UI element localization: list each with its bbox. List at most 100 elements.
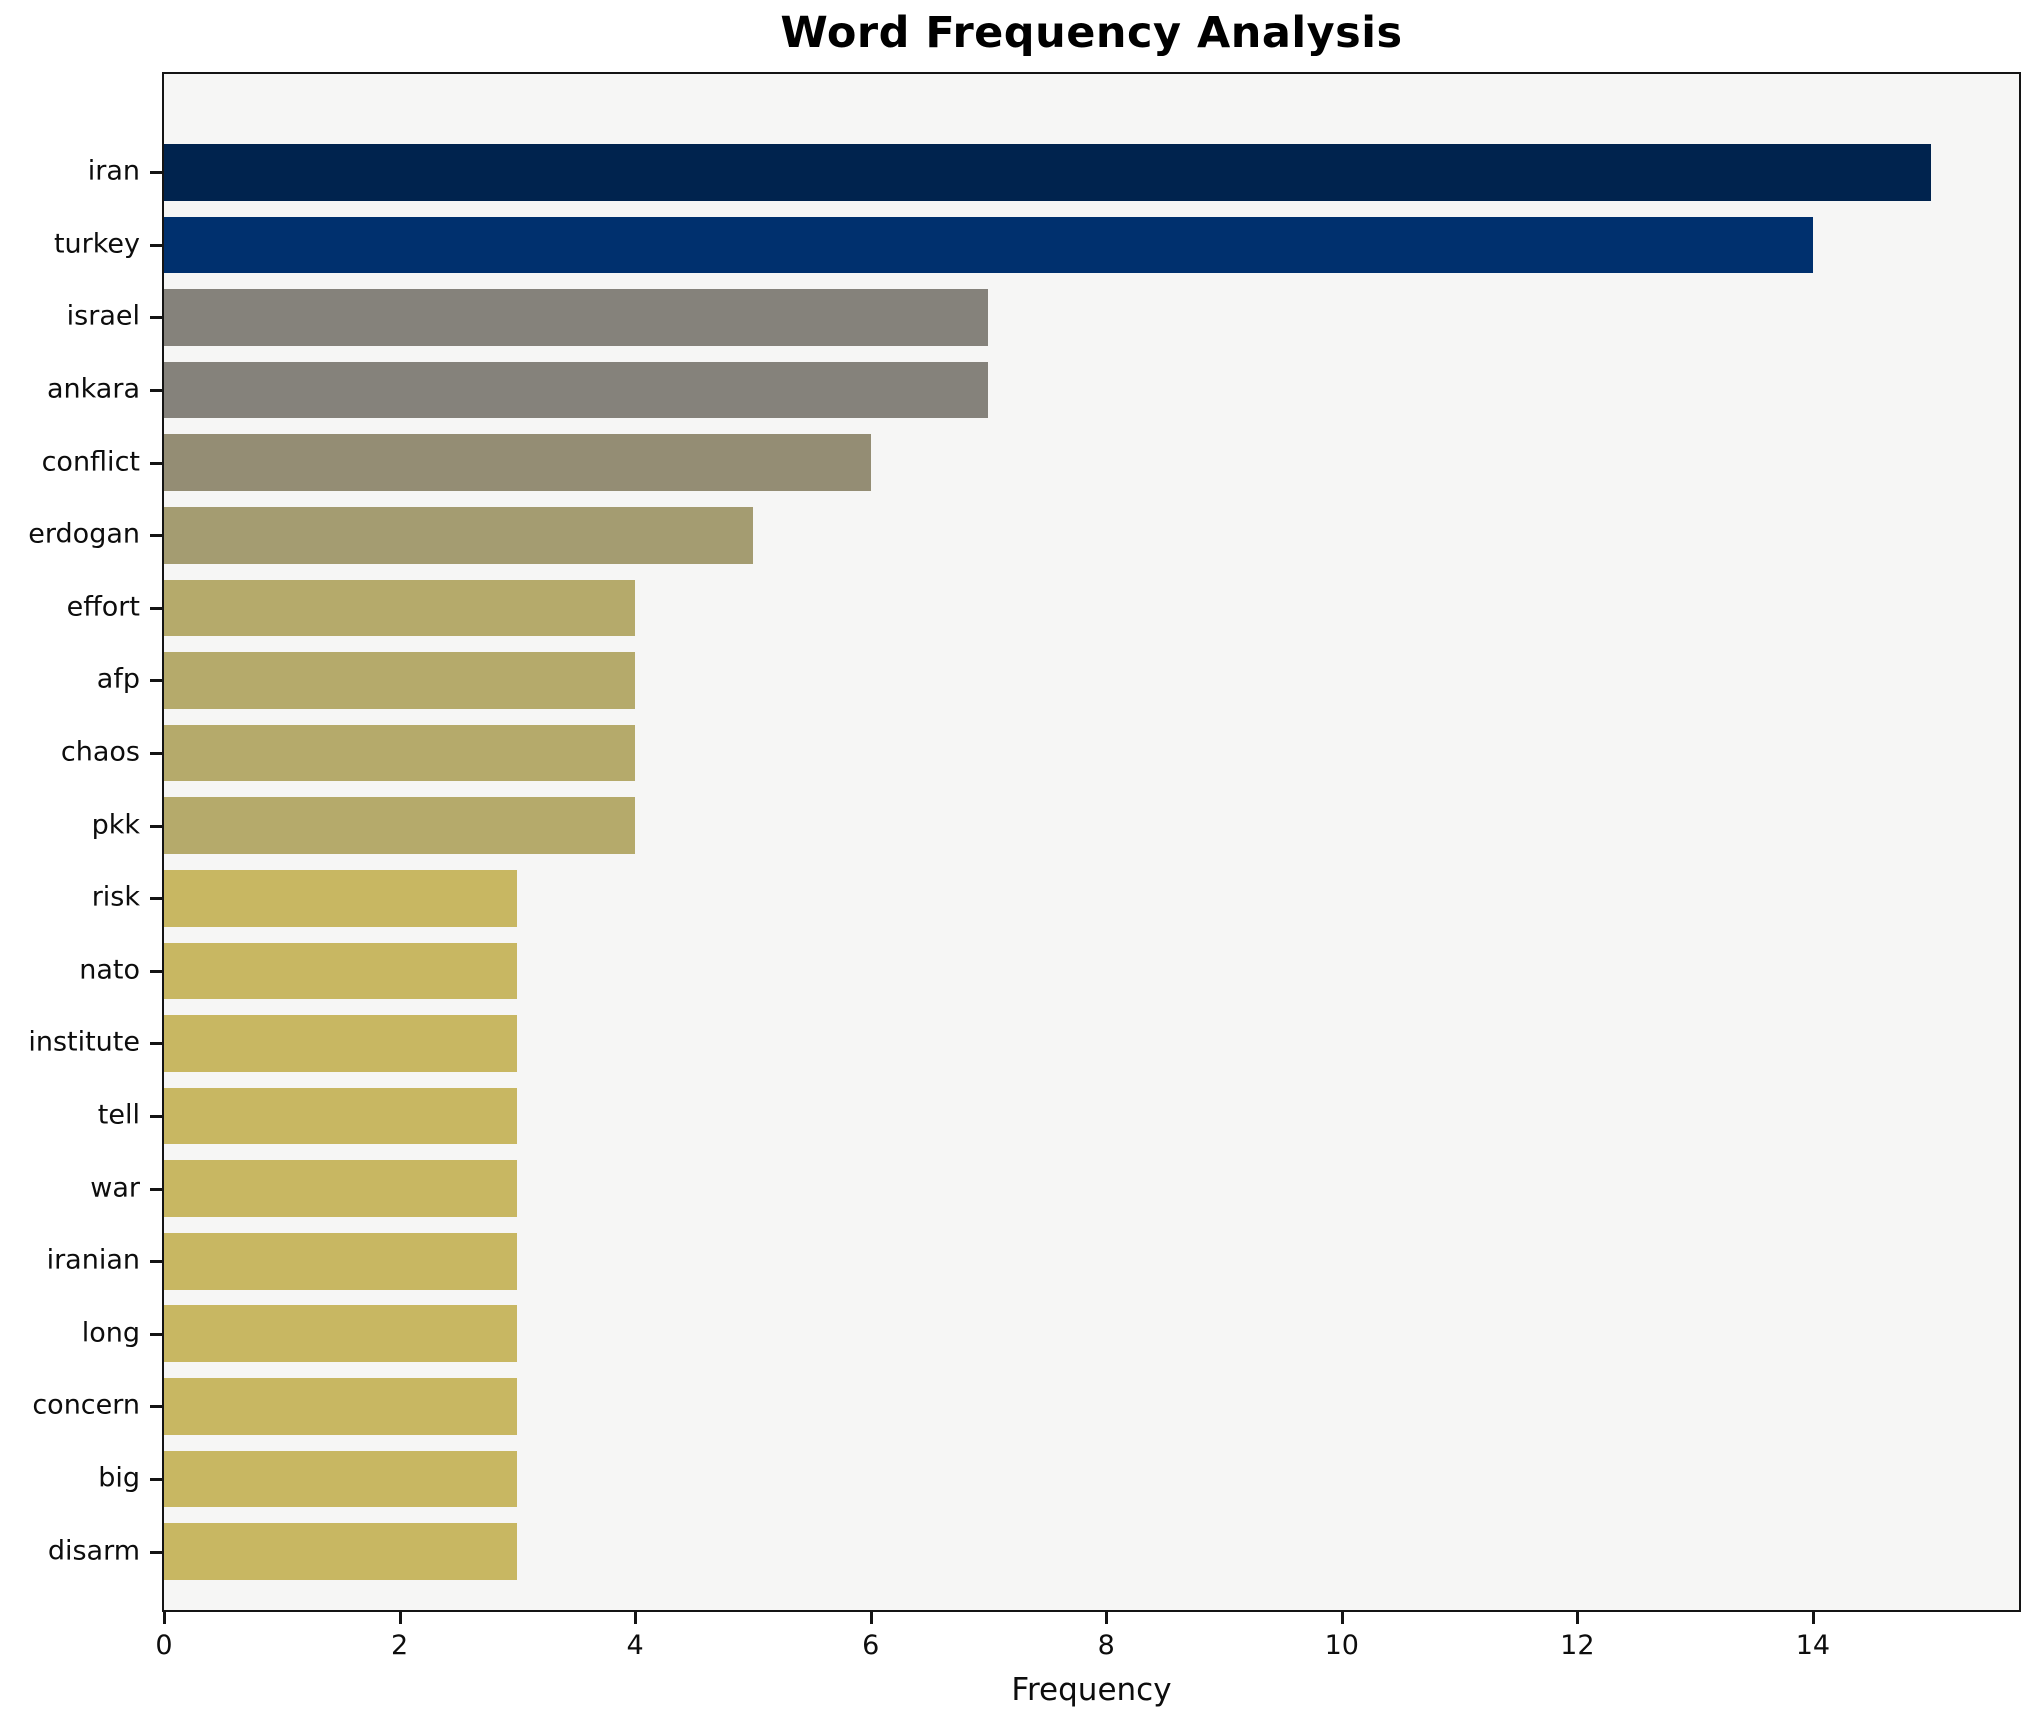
y-tick-mark <box>150 1042 162 1046</box>
y-tick-label: turkey <box>53 228 140 260</box>
y-tick-label: effort <box>66 591 140 623</box>
bar-israel <box>164 289 989 346</box>
y-tick-mark <box>150 969 162 973</box>
bars-container: iran turkey israel ankara conflict erdogan eff… <box>28 74 2019 1610</box>
bar-row: institute <box>28 1007 2019 1080</box>
y-tick-mark <box>150 389 162 393</box>
bar-row: chaos <box>61 717 2019 790</box>
x-tick-mark <box>163 1612 166 1624</box>
bar-row: ankara <box>47 354 2019 427</box>
x-tick-label: 0 <box>155 1630 173 1661</box>
y-tick-mark <box>150 243 162 247</box>
y-tick-mark <box>150 1115 162 1119</box>
x-tick-label: 2 <box>390 1630 409 1661</box>
y-tick-mark <box>150 606 162 610</box>
bar-tell <box>164 1087 518 1145</box>
bar-ankara <box>164 361 989 419</box>
y-tick-mark <box>150 752 162 756</box>
x-tick-mark <box>1811 1612 1815 1624</box>
y-tick-mark <box>150 461 162 465</box>
bar-pkk <box>164 797 636 854</box>
bar-long <box>164 1305 518 1363</box>
bar-row: tell <box>98 1080 2019 1153</box>
x-tick-label: 8 <box>1097 1630 1115 1661</box>
x-tick-mark <box>634 1612 638 1624</box>
x-tick-label: 14 <box>1795 1630 1831 1661</box>
x-tick-mark <box>1105 1612 1109 1624</box>
bar-row: effort <box>67 572 2019 645</box>
bar-turkey <box>164 216 1813 274</box>
y-tick-mark <box>150 679 162 683</box>
bar-row: war <box>90 1152 2019 1225</box>
bar-war <box>164 1160 518 1217</box>
bar-row: iranian <box>47 1225 2019 1298</box>
y-tick-mark <box>150 897 162 901</box>
bar-conflict <box>164 434 871 491</box>
y-tick-label: big <box>98 1462 140 1494</box>
plot-area: iran turkey israel ankara conflict erdogan eff… <box>28 72 2021 1661</box>
y-tick-label: conflict <box>41 445 140 477</box>
y-tick-label: iranian <box>46 1244 140 1276</box>
y-tick-mark <box>150 171 162 175</box>
x-tick-mark <box>1576 1612 1580 1624</box>
bar-row: iran <box>88 136 2019 209</box>
bar-row: turkey <box>54 209 2019 282</box>
y-tick-label: tell <box>97 1099 140 1131</box>
y-tick-label: erdogan <box>28 518 140 550</box>
bar-iran <box>164 143 1931 201</box>
y-tick-label: israel <box>66 300 140 332</box>
x-tick-label: 4 <box>626 1630 644 1661</box>
x-axis-label: Frequency <box>1011 1672 1172 1708</box>
bar-row: disarm <box>48 1515 2019 1588</box>
y-tick-label: nato <box>79 954 140 986</box>
bar-row: long <box>82 1298 2019 1371</box>
x-tick-mark <box>398 1612 402 1624</box>
y-tick-label: concern <box>32 1389 140 1421</box>
y-tick-label: iran <box>87 155 140 187</box>
y-tick-mark <box>150 1260 162 1264</box>
x-tick-label: 12 <box>1560 1630 1595 1661</box>
x-tick-label: 6 <box>862 1630 880 1661</box>
x-tick-label: 10 <box>1324 1630 1359 1661</box>
y-tick-mark <box>150 1187 162 1191</box>
y-tick-mark <box>150 1477 162 1481</box>
bar-row: concern <box>32 1370 2019 1443</box>
bar-row: israel <box>67 281 2019 354</box>
bar-row: conflict <box>42 426 2019 499</box>
bar-concern <box>164 1378 518 1435</box>
y-tick-label: afp <box>96 663 140 695</box>
y-tick-mark <box>150 316 162 320</box>
bar-institute <box>164 1015 518 1072</box>
y-tick-label: chaos <box>60 736 140 768</box>
bar-row: afp <box>97 644 2019 717</box>
bar-afp <box>164 652 636 709</box>
bar-big <box>164 1450 518 1508</box>
y-tick-label: risk <box>91 881 140 913</box>
chart-title: Word Frequency Analysis <box>780 8 1403 58</box>
bar-effort <box>164 579 636 637</box>
y-tick-mark <box>150 1405 162 1409</box>
y-tick-mark <box>150 1550 162 1554</box>
y-tick-label: disarm <box>47 1534 140 1566</box>
bar-row: nato <box>79 935 2019 1008</box>
y-tick-label: pkk <box>91 808 140 840</box>
bar-risk <box>164 869 518 927</box>
x-tick-mark <box>869 1612 873 1624</box>
y-tick-mark <box>150 824 162 828</box>
bar-nato <box>164 942 518 1000</box>
bar-erdogan <box>164 506 753 564</box>
bar-row: big <box>98 1443 2019 1516</box>
bar-row: pkk <box>92 789 2019 862</box>
y-tick-label: ankara <box>46 373 140 405</box>
y-tick-label: long <box>81 1317 140 1349</box>
y-tick-mark <box>150 534 162 538</box>
bar-chaos <box>164 724 636 782</box>
y-tick-mark <box>150 1332 162 1336</box>
bar-row: risk <box>92 862 2019 935</box>
y-tick-label: war <box>90 1171 140 1203</box>
y-tick-label: institute <box>28 1026 140 1058</box>
bar-iranian <box>164 1232 518 1290</box>
bar-row: erdogan <box>28 499 2019 572</box>
x-tick-mark <box>1340 1612 1344 1624</box>
